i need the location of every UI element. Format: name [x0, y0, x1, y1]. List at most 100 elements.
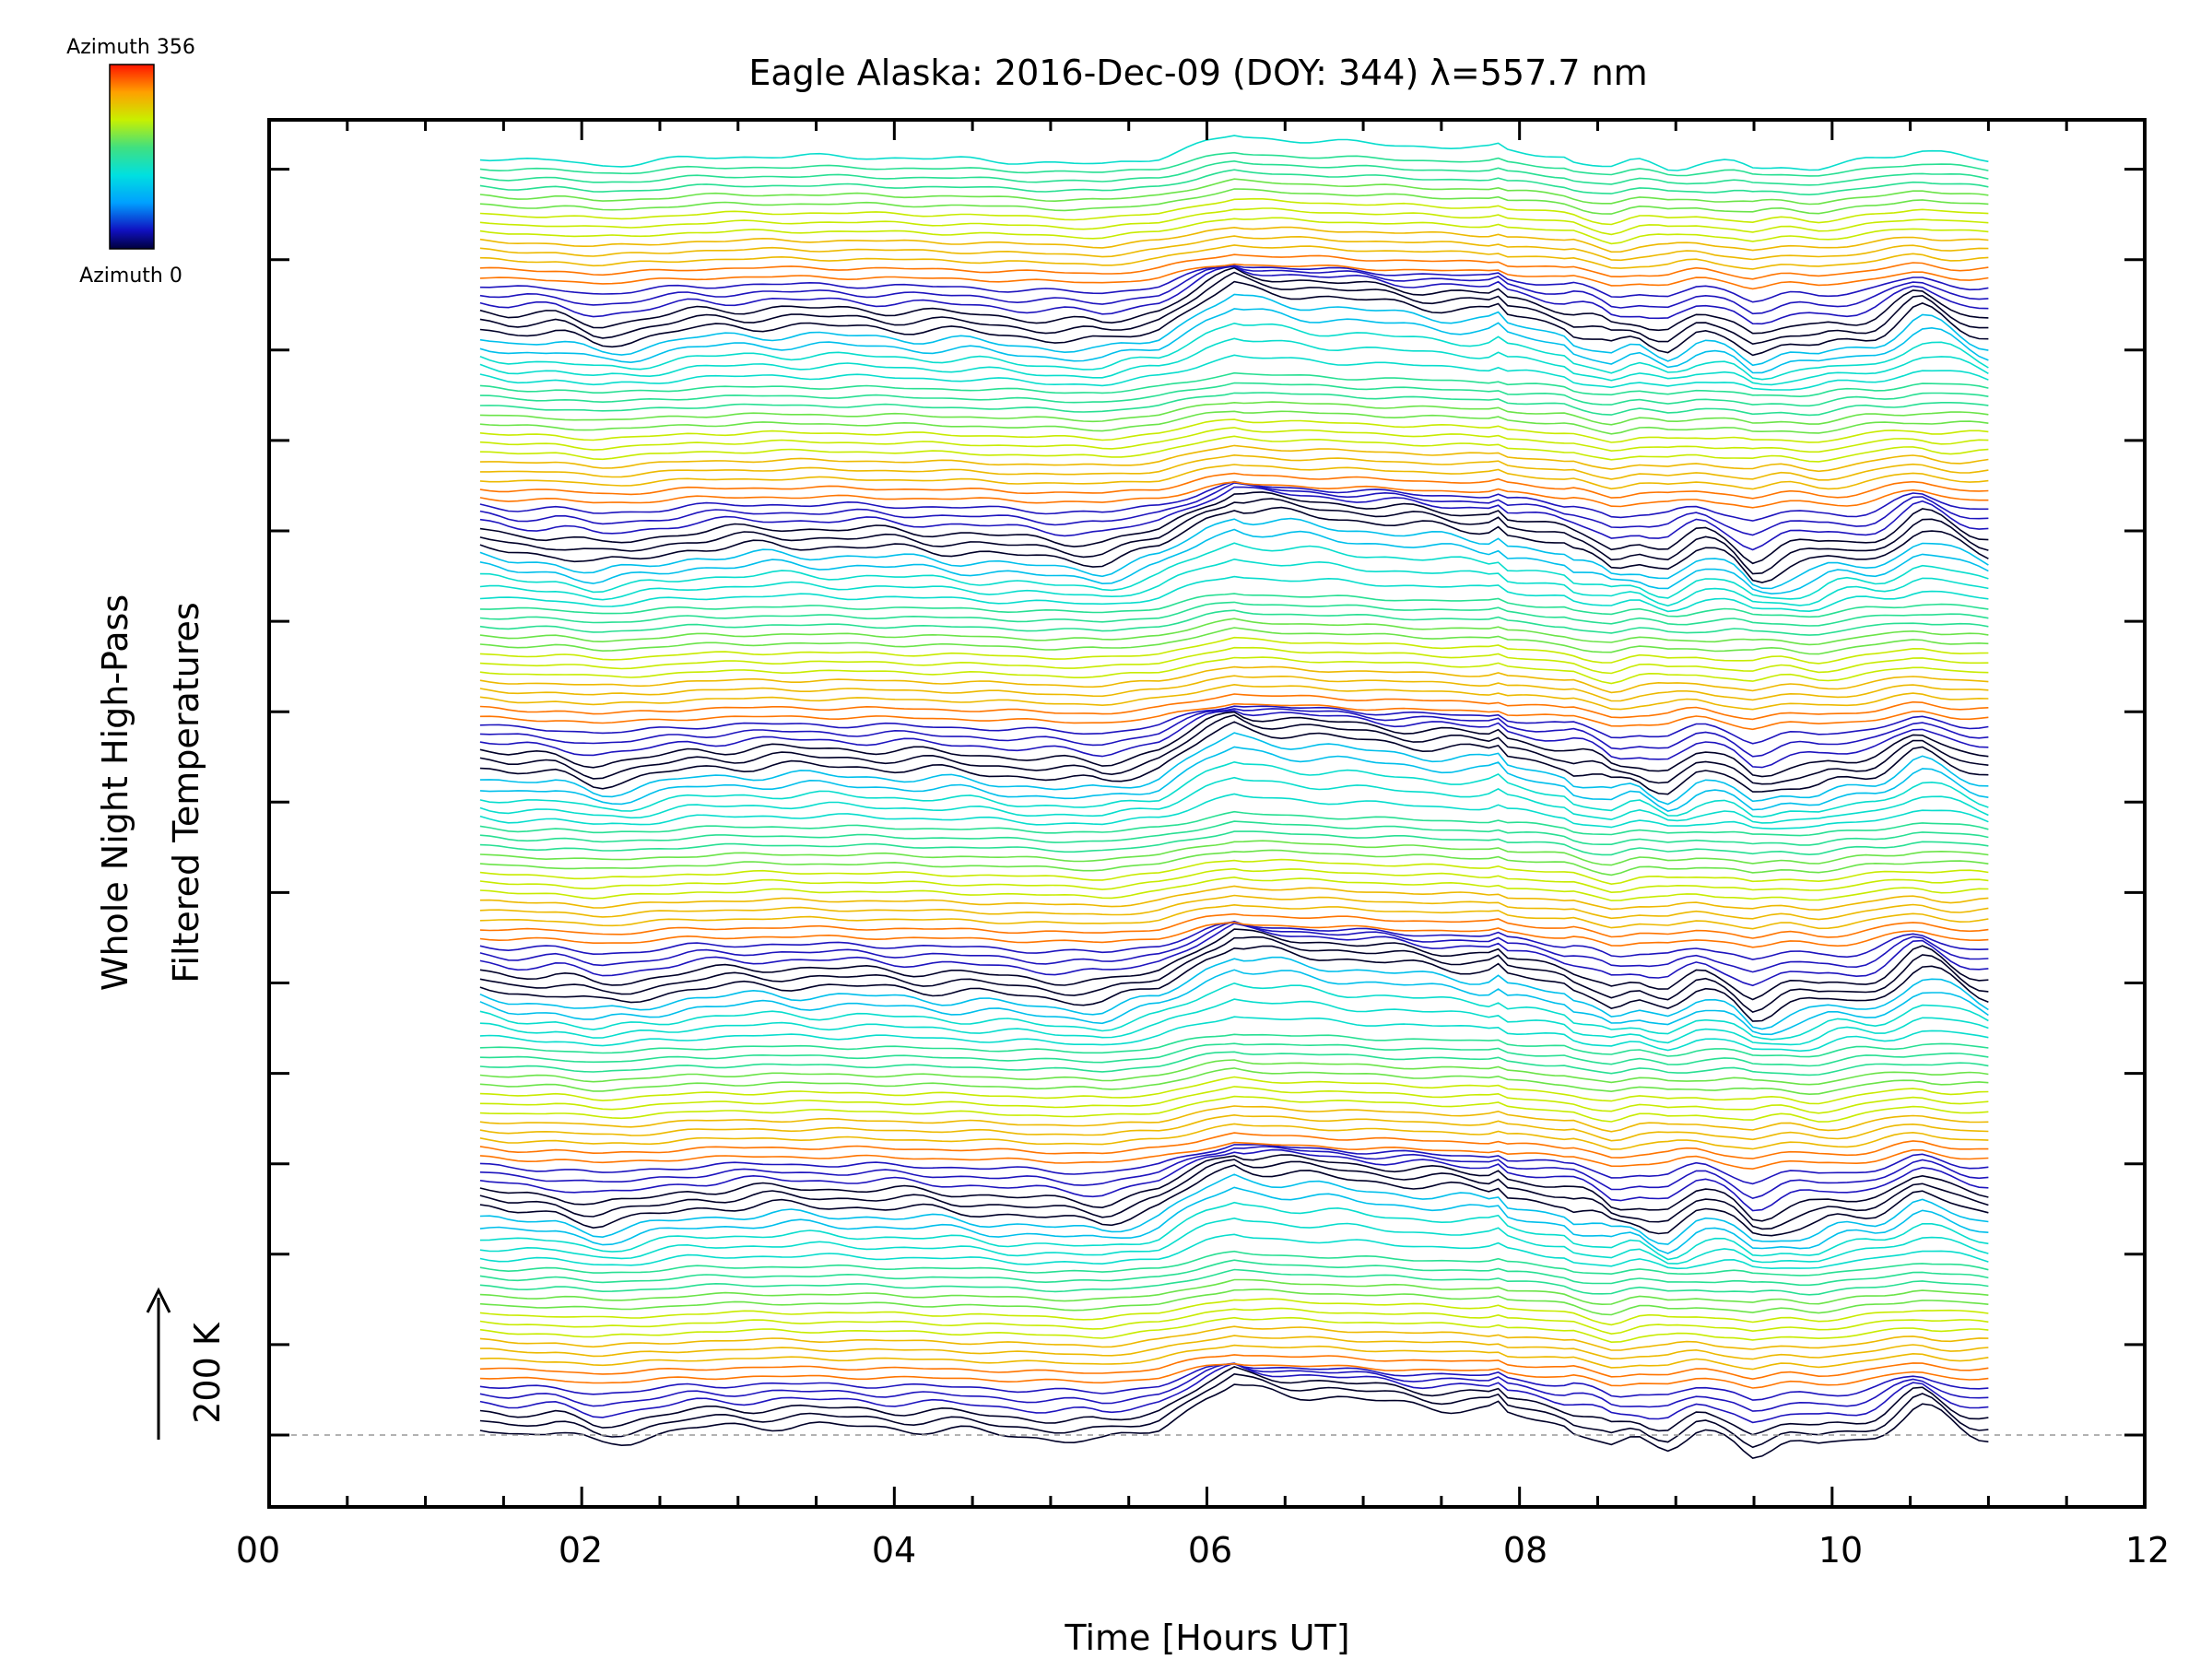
temperature-trace	[479, 498, 1989, 575]
temperature-trace	[479, 197, 1989, 226]
temperature-trace	[479, 609, 1989, 636]
temperature-trace	[479, 1016, 1989, 1053]
chart-title: Eagle Alaska: 2016-Dec-09 (DOY: 344) λ=5…	[748, 53, 1647, 93]
temperature-trace	[479, 371, 1989, 398]
temperature-trace	[479, 226, 1989, 253]
x-axis-label: Time [Hours UT]	[1064, 1618, 1349, 1658]
scale-label: 200 K	[187, 1322, 228, 1424]
temperature-trace	[479, 337, 1989, 386]
colorbar-bottom-label: Azimuth 0	[79, 265, 182, 288]
temperature-trace	[479, 858, 1989, 886]
temperature-trace	[479, 1159, 1989, 1230]
temperature-trace	[479, 693, 1989, 721]
temperature-trace	[479, 506, 1989, 583]
temperature-trace	[479, 1141, 1989, 1171]
temperature-trace	[479, 491, 1989, 565]
temperature-trace	[479, 188, 1989, 215]
temperature-trace	[479, 1278, 1989, 1306]
temperature-trace	[479, 876, 1989, 901]
temperature-trace	[479, 665, 1989, 694]
temperature-trace	[479, 575, 1989, 613]
temperature-trace	[479, 810, 1989, 837]
temperature-trace	[479, 263, 1989, 290]
x-ticks	[267, 120, 2147, 1507]
x-tick-label: 04	[872, 1530, 916, 1571]
temperature-trace	[479, 486, 1989, 551]
temperature-trace	[479, 982, 1989, 1041]
temperature-trace	[479, 1095, 1989, 1123]
temperature-trace	[479, 711, 1989, 778]
colorbar	[109, 64, 155, 250]
temperature-trace	[479, 710, 1989, 769]
temperature-trace	[479, 1186, 1989, 1254]
temperature-trace	[479, 280, 1989, 357]
temperature-trace	[479, 760, 1989, 818]
temperature-trace	[479, 392, 1989, 417]
temperature-trace	[479, 1164, 1989, 1237]
temperature-trace	[479, 542, 1989, 600]
temperature-trace	[479, 1132, 1989, 1159]
temperature-trace	[479, 266, 1989, 335]
temperature-trace	[479, 1123, 1989, 1150]
temperature-trace	[479, 885, 1989, 912]
temperature-trace	[479, 1076, 1989, 1105]
y-axis-label-line1: Whole Night High-Pass	[95, 594, 135, 991]
temperature-trace	[479, 956, 1989, 1030]
temperature-trace	[479, 849, 1989, 877]
temperature-trace	[479, 1335, 1989, 1360]
temperature-trace	[479, 683, 1989, 711]
temperature-trace	[479, 1217, 1989, 1265]
temperature-trace	[479, 1298, 1989, 1326]
x-tick-label: 10	[1818, 1530, 1863, 1571]
temperature-trace	[479, 1372, 1989, 1449]
temperature-trace	[479, 482, 1989, 536]
temperature-trace	[479, 207, 1989, 236]
temperature-trace	[479, 444, 1989, 473]
temperature-trace	[479, 528, 1989, 595]
temperature-trace	[479, 481, 1989, 509]
temperature-trace	[479, 1143, 1989, 1185]
temperature-trace	[479, 903, 1989, 930]
temperature-trace	[479, 169, 1989, 196]
temperature-trace	[479, 1366, 1989, 1436]
temperature-trace	[479, 627, 1989, 655]
x-tick-label: 00	[236, 1530, 280, 1571]
temperature-trace	[479, 1259, 1989, 1287]
temperature-trace	[479, 265, 1989, 303]
colorbar-top-label: Azimuth 356	[66, 36, 195, 59]
x-tick-label: 08	[1503, 1530, 1547, 1571]
temperature-trace	[479, 601, 1989, 627]
temperature-trace	[479, 923, 1989, 987]
temperature-trace	[479, 418, 1989, 443]
temperature-trace	[479, 517, 1989, 590]
temperature-trace	[479, 702, 1989, 731]
temperature-trace	[479, 998, 1989, 1046]
temperature-trace	[479, 253, 1989, 280]
temperature-trace	[479, 453, 1989, 481]
temperature-trace	[479, 721, 1989, 795]
temperature-trace	[479, 1086, 1989, 1114]
x-tick-label: 06	[1188, 1530, 1232, 1571]
temperature-trace	[479, 178, 1989, 206]
temperature-trace	[479, 1288, 1989, 1316]
temperature-trace	[479, 636, 1989, 665]
temperature-trace	[479, 1033, 1989, 1058]
temperature-trace	[479, 935, 1989, 1013]
temperature-trace	[479, 746, 1989, 812]
temperature-trace	[479, 1354, 1989, 1381]
temperature-trace	[479, 354, 1989, 391]
temperature-trace	[479, 1383, 1989, 1459]
temperature-trace	[479, 922, 1989, 948]
temperature-trace	[479, 1146, 1989, 1200]
y-ticks	[269, 168, 2145, 1437]
temperature-trace	[479, 1113, 1989, 1142]
temperature-trace	[479, 714, 1989, 785]
temperature-trace	[479, 1154, 1989, 1222]
temperature-trace	[479, 401, 1989, 426]
temperature-trace	[479, 921, 1989, 960]
temperature-trace	[479, 1105, 1989, 1133]
trace-group	[479, 135, 1989, 1459]
temperature-trace	[479, 708, 1989, 758]
temperature-trace	[479, 1316, 1989, 1344]
temperature-trace	[479, 618, 1989, 646]
